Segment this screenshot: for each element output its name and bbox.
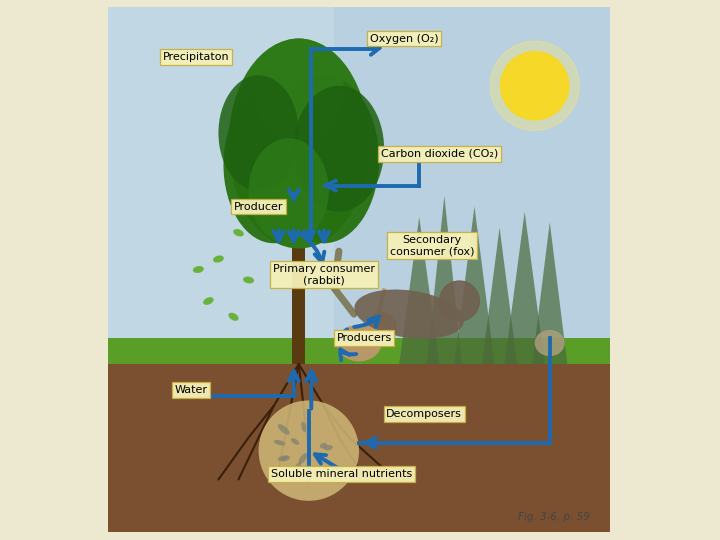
Circle shape <box>439 281 480 321</box>
Bar <box>108 338 610 364</box>
Circle shape <box>367 313 396 342</box>
Ellipse shape <box>291 438 300 445</box>
Text: Secondary
consumer (fox): Secondary consumer (fox) <box>390 235 474 256</box>
Ellipse shape <box>323 445 333 450</box>
Circle shape <box>258 401 359 501</box>
Ellipse shape <box>223 86 324 243</box>
Ellipse shape <box>301 422 306 432</box>
Ellipse shape <box>233 229 244 237</box>
Circle shape <box>500 52 569 120</box>
Ellipse shape <box>336 325 382 361</box>
Text: Oxygen (O₂): Oxygen (O₂) <box>370 33 438 44</box>
Ellipse shape <box>320 443 328 449</box>
Bar <box>108 7 610 364</box>
Polygon shape <box>482 227 517 364</box>
Text: Carbon dioxide (CO₂): Carbon dioxide (CO₂) <box>381 149 498 159</box>
Text: Primary consumer
(rabbit): Primary consumer (rabbit) <box>273 264 375 286</box>
Polygon shape <box>532 222 567 364</box>
Ellipse shape <box>274 440 285 445</box>
Ellipse shape <box>354 289 464 339</box>
Text: Soluble mineral nutrients: Soluble mineral nutrients <box>271 469 412 480</box>
Ellipse shape <box>329 464 338 471</box>
Circle shape <box>490 41 580 130</box>
Ellipse shape <box>228 313 238 321</box>
Ellipse shape <box>294 86 384 212</box>
Ellipse shape <box>228 38 369 248</box>
Polygon shape <box>427 196 462 364</box>
Ellipse shape <box>243 276 254 284</box>
Ellipse shape <box>218 75 299 191</box>
Ellipse shape <box>278 456 287 461</box>
Bar <box>108 7 334 364</box>
Bar <box>292 243 305 364</box>
Text: Producer: Producer <box>234 201 284 212</box>
Ellipse shape <box>535 330 564 356</box>
Text: Producers: Producers <box>336 333 392 343</box>
Ellipse shape <box>294 462 301 471</box>
Text: Decomposers: Decomposers <box>387 409 462 419</box>
Ellipse shape <box>269 75 379 243</box>
Ellipse shape <box>330 467 337 474</box>
Polygon shape <box>505 212 545 364</box>
Ellipse shape <box>203 297 214 305</box>
Bar <box>108 359 610 532</box>
Text: Water: Water <box>174 385 207 395</box>
Ellipse shape <box>193 266 204 273</box>
Text: Fig. 3-6, p. 59: Fig. 3-6, p. 59 <box>518 511 590 522</box>
Ellipse shape <box>299 453 307 464</box>
Ellipse shape <box>248 138 329 243</box>
Text: Precipitaton: Precipitaton <box>163 52 229 62</box>
Polygon shape <box>399 217 439 364</box>
Polygon shape <box>454 206 495 364</box>
Ellipse shape <box>253 38 344 144</box>
Ellipse shape <box>281 455 290 462</box>
Ellipse shape <box>278 424 289 435</box>
Ellipse shape <box>213 255 224 262</box>
